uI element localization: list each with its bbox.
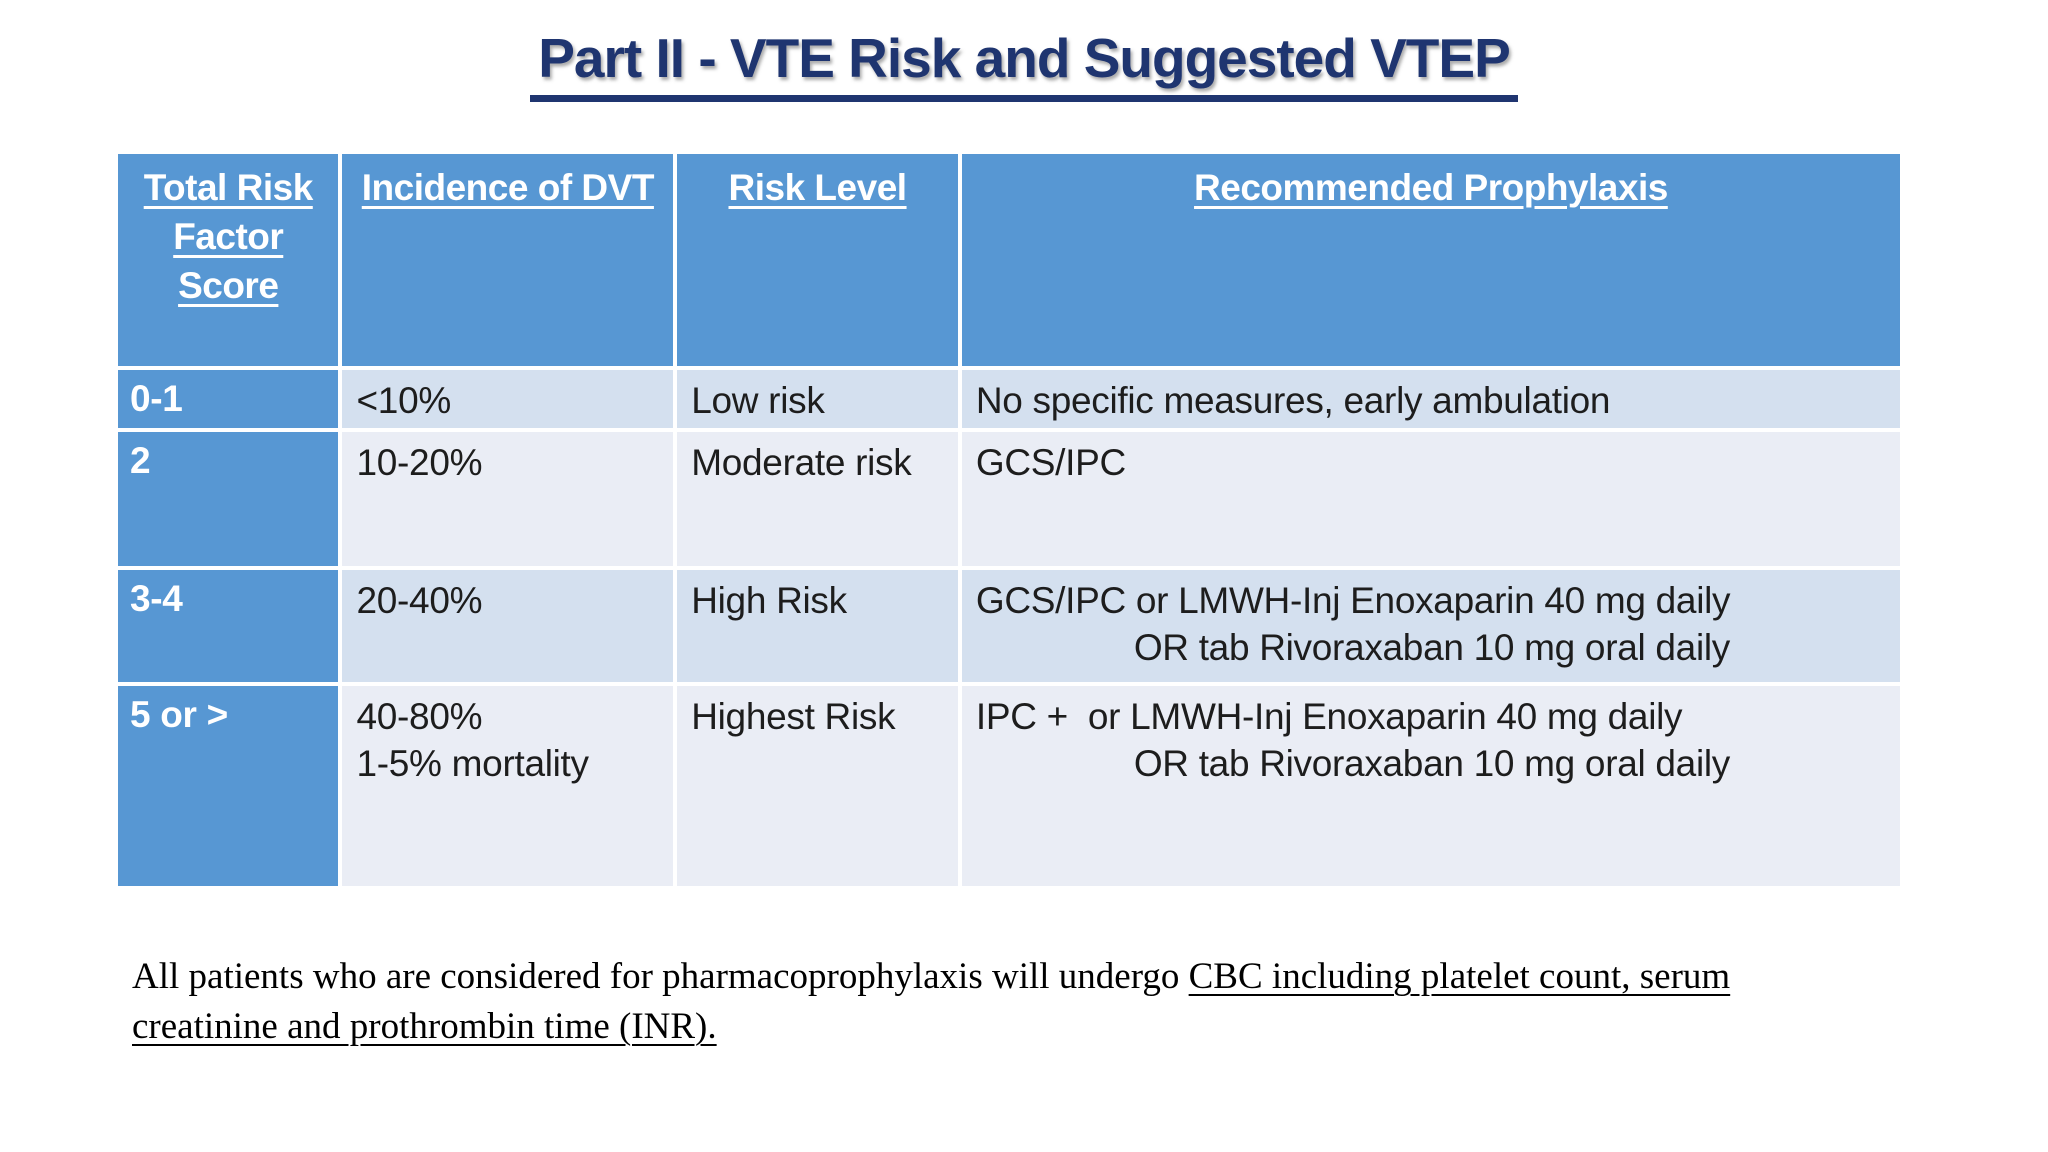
cell-text: <10%	[356, 380, 451, 421]
cell-text: 40-80%	[356, 696, 483, 738]
cell-text: No specific measures, early ambulation	[975, 380, 1611, 421]
table-row: 3-4 20-40% High Risk GCS/IPC or LMWH-Inj…	[118, 570, 1900, 683]
cell-prophylaxis: No specific measures, early ambulation	[961, 370, 1900, 429]
cell-score: 3-4	[118, 570, 339, 683]
header-line: Total Risk	[143, 167, 314, 208]
vte-risk-table: Total Risk Factor Score Incidence of DVT…	[114, 150, 1904, 890]
cell-text: 1-5% mortality	[356, 742, 589, 784]
cell-text: Low risk	[691, 380, 825, 421]
cell-text: Highest Risk	[691, 696, 896, 738]
cell-text: IPC + or LMWH-Inj Enoxaparin 40 mg daily	[975, 696, 1683, 738]
cell-text: OR tab Rivoraxaban 10 mg oral daily	[1133, 626, 1731, 668]
header-line: Incidence of DVT	[361, 167, 655, 208]
slide-title: Part II - VTE Risk and Suggested VTEP	[0, 26, 2048, 102]
header-line: Factor	[173, 215, 284, 257]
cell-risk-level: Moderate risk	[677, 432, 958, 567]
cell-prophylaxis: GCS/IPC or LMWH-Inj Enoxaparin 40 mg dai…	[961, 570, 1900, 683]
header-risk-level: Risk Level	[677, 154, 958, 366]
cell-text: Moderate risk	[691, 442, 912, 484]
header-incidence-of-dvt: Incidence of DVT	[342, 154, 674, 366]
note-line-1: All patients who are considered for phar…	[132, 952, 1730, 1002]
table-header-row: Total Risk Factor Score Incidence of DVT…	[118, 154, 1900, 366]
slide-title-text: Part II - VTE Risk and Suggested VTEP	[530, 26, 1518, 102]
header-line: Risk Level	[728, 167, 908, 208]
cell-text: GCS/IPC	[975, 442, 1126, 484]
table-row: 5 or > 40-80% 1-5% mortality Highest Ris…	[118, 686, 1900, 887]
cell-risk-level: High Risk	[677, 570, 958, 683]
cell-text: 20-40%	[356, 580, 483, 622]
header-line: Recommended Prophylaxis	[1194, 167, 1668, 208]
header-line: Score	[178, 264, 279, 306]
cell-text: GCS/IPC or LMWH-Inj Enoxaparin 40 mg dai…	[975, 580, 1731, 622]
cell-text: 10-20%	[356, 442, 483, 484]
cell-score: 5 or >	[118, 686, 339, 887]
note-underlined-part-2: creatinine and prothrombin time (INR).	[132, 1005, 717, 1047]
cell-score: 2	[118, 432, 339, 567]
header-recommended-prophylaxis: Recommended Prophylaxis	[961, 154, 1900, 366]
cell-text: High Risk	[691, 580, 847, 622]
note-underlined-part-1: CBC including platelet count, serum	[1188, 956, 1731, 997]
cell-prophylaxis: IPC + or LMWH-Inj Enoxaparin 40 mg daily…	[961, 686, 1900, 887]
cell-risk-level: Low risk	[677, 370, 958, 429]
header-total-risk-factor-score: Total Risk Factor Score	[118, 154, 339, 366]
cell-incidence: 40-80% 1-5% mortality	[342, 686, 674, 887]
cell-score: 0-1	[118, 370, 339, 429]
table-row: 0-1 <10% Low risk No specific measures, …	[118, 370, 1900, 429]
cell-text: OR tab Rivoraxaban 10 mg oral daily	[1133, 742, 1731, 784]
cell-prophylaxis: GCS/IPC	[961, 432, 1900, 567]
cell-incidence: <10%	[342, 370, 674, 429]
cell-incidence: 20-40%	[342, 570, 674, 683]
note: All patients who are considered for phar…	[132, 952, 1730, 1052]
cell-incidence: 10-20%	[342, 432, 674, 567]
table-row: 2 10-20% Moderate risk GCS/IPC	[118, 432, 1900, 567]
note-prefix: All patients who are considered for phar…	[132, 956, 1189, 997]
cell-risk-level: Highest Risk	[677, 686, 958, 887]
